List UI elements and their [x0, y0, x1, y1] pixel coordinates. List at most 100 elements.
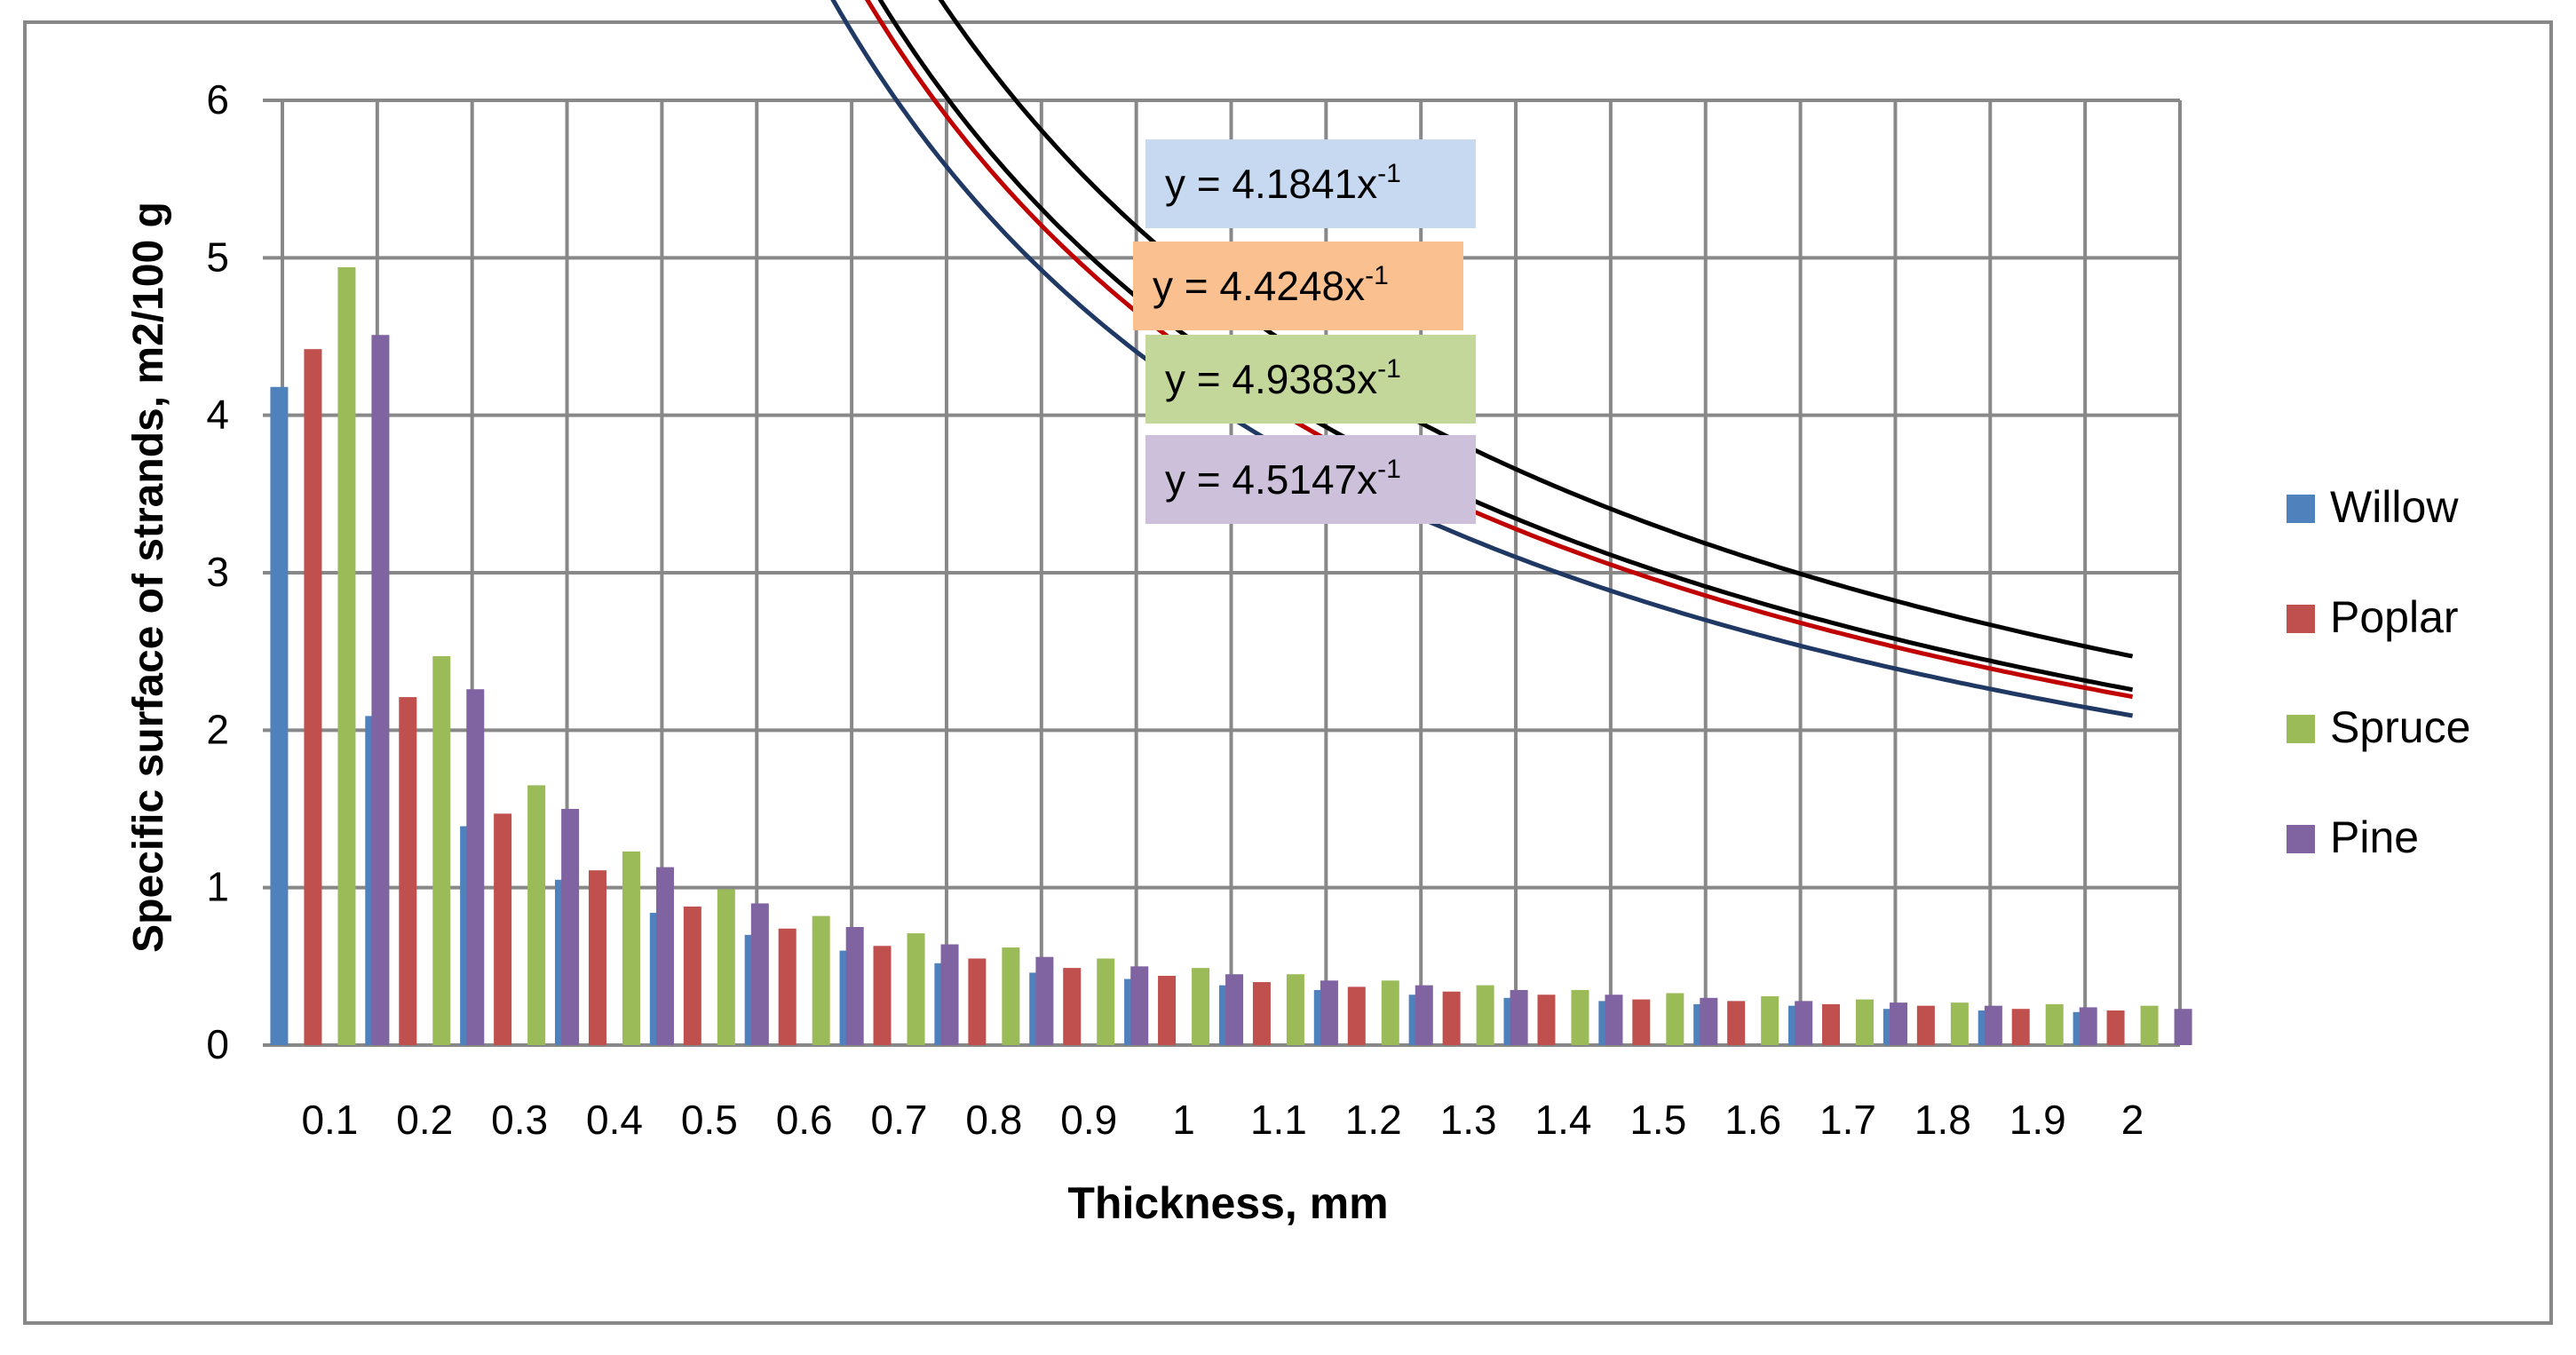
x-tick-label: 2	[2121, 1097, 2144, 1143]
y-tick-label: 0	[206, 1021, 229, 1067]
y-axis-title: Specific surface of strands, m2/100 g	[125, 202, 172, 953]
bar-pine	[655, 867, 674, 1045]
bar-spruce	[1286, 974, 1304, 1045]
x-tick-label: 1.5	[1629, 1097, 1686, 1143]
bar-pine	[845, 927, 864, 1045]
bar-spruce	[1476, 985, 1494, 1045]
equation-label-spruce: y = 4.9383x-1	[1165, 354, 1401, 402]
bar-pine	[1035, 956, 1054, 1045]
x-tick-label: 0.9	[1060, 1097, 1117, 1143]
legend-label-spruce: Spruce	[2330, 702, 2470, 752]
bar-pine	[2079, 1007, 2097, 1045]
bar-poplar	[1252, 982, 1271, 1045]
bar-pine	[561, 809, 580, 1045]
x-tick-label: 0.8	[965, 1097, 1022, 1143]
bar-spruce	[1761, 996, 1779, 1045]
bar-pine	[1415, 985, 1433, 1045]
bar-spruce	[907, 933, 925, 1045]
bar-poplar	[1442, 991, 1461, 1045]
x-tick-label: 1.3	[1440, 1097, 1497, 1143]
bar-spruce	[2045, 1003, 2064, 1045]
bar-pine	[1795, 1001, 1813, 1045]
bar-pine	[1510, 989, 1528, 1045]
equation-box-poplar	[1133, 242, 1463, 330]
bar-poplar	[1347, 987, 1366, 1045]
legend: Willow Poplar Spruce Pine	[2287, 482, 2470, 862]
bar-pine	[2174, 1009, 2192, 1045]
bar-poplar	[873, 946, 892, 1045]
bar-poplar	[1916, 1005, 1935, 1045]
bar-spruce	[812, 915, 830, 1045]
legend-swatch-poplar	[2287, 605, 2315, 633]
bar-pine	[371, 335, 390, 1045]
x-tick-label: 0.2	[396, 1097, 453, 1143]
x-tick-label: 1.9	[2009, 1097, 2066, 1143]
bar-pine	[1130, 966, 1149, 1045]
y-tick-label: 4	[206, 392, 229, 438]
bar-poplar	[1158, 975, 1177, 1045]
x-tick-label: 0.1	[301, 1097, 358, 1143]
bar-poplar	[683, 906, 701, 1045]
bar-spruce	[1097, 958, 1115, 1045]
bar-pine	[1700, 997, 1718, 1045]
x-tick-label: 0.3	[491, 1097, 548, 1143]
y-tick-label: 6	[206, 76, 229, 123]
bar-pine	[466, 689, 485, 1045]
legend-label-willow: Willow	[2330, 482, 2459, 532]
equation-box-pine	[1145, 435, 1476, 524]
x-tick-label: 1.6	[1724, 1097, 1781, 1143]
legend-swatch-spruce	[2287, 715, 2315, 743]
legend-swatch-pine	[2287, 825, 2315, 853]
y-tick-label: 5	[206, 234, 229, 280]
bar-spruce	[527, 785, 546, 1045]
bar-poplar	[588, 870, 606, 1045]
bar-spruce	[1856, 999, 1875, 1045]
bar-poplar	[2011, 1009, 2030, 1045]
bar-poplar	[968, 958, 987, 1045]
x-tick-label: 1.7	[1819, 1097, 1876, 1143]
bar-poplar	[1822, 1003, 1841, 1045]
bar-spruce	[622, 851, 640, 1045]
x-tick-labels: 0.1 0.2 0.3 0.4 0.5 0.6 0.7 0.8 0.9 1 1.1 1.2 1.3 1.4…	[301, 1097, 2144, 1143]
y-tick-label: 2	[206, 706, 229, 752]
bar-pine	[1320, 980, 1338, 1045]
x-tick-label: 1.2	[1345, 1097, 1402, 1143]
bar-poplar	[1537, 994, 1556, 1045]
bar-pine	[1984, 1005, 2002, 1045]
y-tick-labels: 0 1 2 3 4 5 6	[206, 76, 229, 1067]
bar-spruce	[1002, 947, 1020, 1045]
bar-spruce	[1950, 1002, 1969, 1045]
bar-pine	[1605, 994, 1623, 1045]
bars-layer	[270, 266, 2192, 1046]
bar-spruce	[1666, 993, 1684, 1045]
x-tick-label: 1	[1172, 1097, 1195, 1143]
legend-swatch-willow	[2287, 495, 2315, 523]
x-tick-label: 0.7	[871, 1097, 928, 1143]
x-tick-label: 0.5	[681, 1097, 738, 1143]
bar-spruce	[1571, 989, 1589, 1045]
equation-label-poplar: y = 4.4248x-1	[1153, 261, 1389, 309]
trendline-equations: y = 4.1841x-1 y = 4.4248x-1 y = 4.9383x-1 y…	[1133, 139, 1476, 524]
bar-pine	[940, 944, 959, 1045]
bar-spruce	[1381, 980, 1399, 1045]
equation-label-willow: y = 4.1841x-1	[1165, 159, 1401, 207]
equation-label-pine: y = 4.5147x-1	[1165, 455, 1401, 503]
x-tick-label: 1.1	[1250, 1097, 1307, 1143]
bar-spruce	[2140, 1005, 2159, 1045]
x-axis-title: Thickness, mm	[1067, 1178, 1388, 1228]
bar-poplar	[494, 813, 512, 1045]
bar-poplar	[304, 349, 322, 1046]
bar-poplar	[399, 697, 417, 1045]
x-tick-label: 1.8	[1914, 1097, 1971, 1143]
bar-spruce	[1192, 968, 1210, 1045]
bar-willow	[270, 386, 289, 1045]
legend-label-poplar: Poplar	[2330, 592, 2459, 642]
legend-label-pine: Pine	[2330, 812, 2419, 862]
bar-poplar	[1727, 1001, 1746, 1045]
y-tick-label: 3	[206, 549, 229, 595]
equation-box-willow	[1145, 139, 1476, 228]
bar-poplar	[1063, 968, 1082, 1045]
equation-box-spruce	[1145, 335, 1476, 424]
